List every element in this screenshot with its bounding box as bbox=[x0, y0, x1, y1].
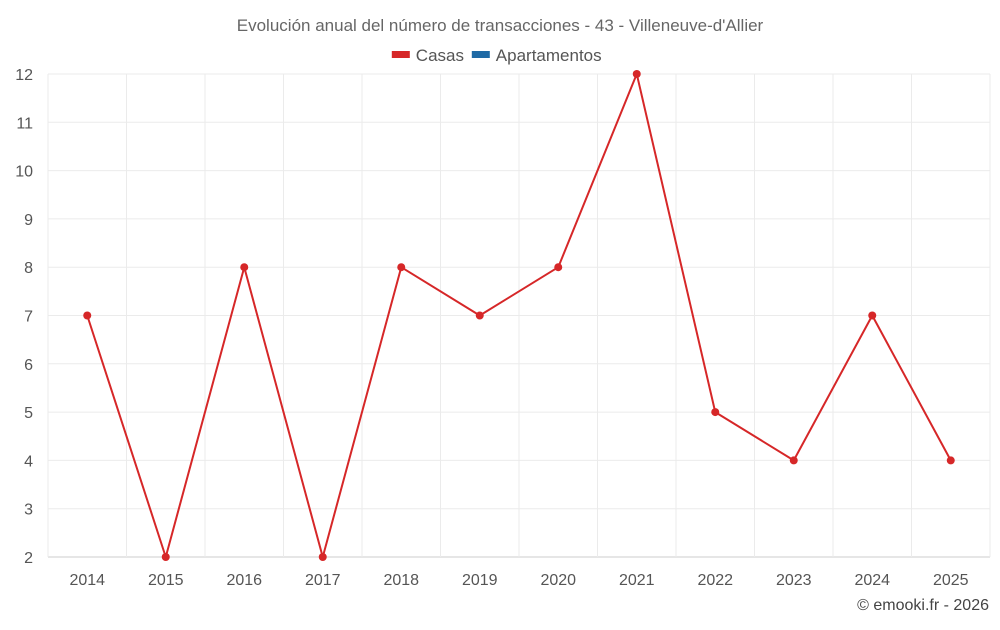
x-tick-label: 2025 bbox=[933, 572, 969, 589]
chart-title: Evolución anual del número de transaccio… bbox=[237, 16, 764, 35]
data-point[interactable] bbox=[868, 311, 877, 320]
legend-item[interactable]: Apartamentos bbox=[471, 46, 602, 65]
x-tick-label: 2023 bbox=[776, 572, 812, 589]
y-axis: 2 3 4 5 6 7 8 9 10 11 12 bbox=[15, 67, 33, 567]
data-point[interactable] bbox=[711, 408, 720, 417]
x-tick-label: 2024 bbox=[854, 572, 890, 589]
legend-label: Apartamentos bbox=[496, 46, 602, 65]
data-point[interactable] bbox=[475, 311, 484, 320]
y-tick-label: 4 bbox=[24, 453, 33, 470]
legend-label: Casas bbox=[416, 46, 464, 65]
data-point[interactable] bbox=[554, 263, 563, 272]
data-point[interactable] bbox=[632, 70, 641, 78]
x-tick-label: 2022 bbox=[697, 572, 733, 589]
data-point[interactable] bbox=[789, 456, 798, 465]
data-point[interactable] bbox=[397, 263, 406, 272]
y-tick-label: 10 bbox=[15, 164, 33, 181]
y-tick-label: 7 bbox=[24, 309, 33, 326]
x-tick-label: 2016 bbox=[226, 572, 262, 589]
x-tick-label: 2015 bbox=[148, 572, 184, 589]
y-tick-label: 3 bbox=[24, 502, 33, 519]
y-tick-label: 12 bbox=[15, 67, 33, 84]
x-tick-label: 2019 bbox=[462, 572, 498, 589]
credit-text: © emooki.fr - 2026 bbox=[857, 597, 989, 614]
data-point[interactable] bbox=[318, 553, 327, 561]
y-tick-label: 8 bbox=[24, 260, 33, 277]
series-group bbox=[83, 70, 955, 561]
data-point[interactable] bbox=[946, 456, 955, 465]
grid bbox=[47, 73, 991, 558]
x-tick-label: 2020 bbox=[540, 572, 576, 589]
y-tick-label: 5 bbox=[24, 405, 33, 422]
x-tick-label: 2021 bbox=[619, 572, 655, 589]
data-point[interactable] bbox=[161, 553, 170, 561]
y-tick-label: 9 bbox=[24, 212, 33, 229]
legend-swatch bbox=[471, 51, 490, 58]
y-tick-label: 11 bbox=[16, 115, 33, 132]
legend: Casas Apartamentos bbox=[391, 46, 602, 65]
legend-swatch bbox=[391, 51, 410, 58]
legend-item[interactable]: Casas bbox=[391, 46, 464, 65]
x-tick-label: 2017 bbox=[305, 572, 341, 589]
y-tick-label: 2 bbox=[24, 550, 33, 567]
data-point[interactable] bbox=[83, 311, 92, 320]
x-tick-label: 2014 bbox=[69, 572, 105, 589]
y-tick-label: 6 bbox=[24, 357, 33, 374]
x-axis: 2014 2015 2016 2017 2018 2019 2020 2021 2022 2023… bbox=[69, 572, 968, 589]
x-tick-label: 2018 bbox=[383, 572, 419, 589]
data-point[interactable] bbox=[240, 263, 249, 272]
series-line bbox=[86, 73, 952, 558]
